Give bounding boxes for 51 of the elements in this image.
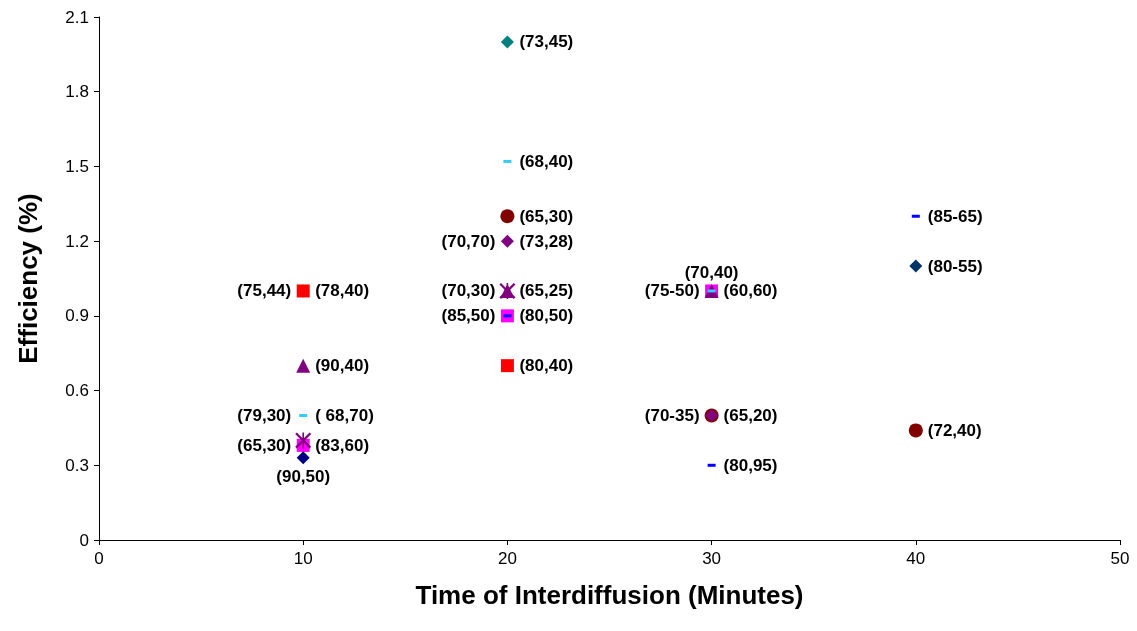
x-tick-label: 40	[906, 549, 926, 568]
y-tick-label: 0.9	[65, 306, 89, 326]
annotation: (90,40)	[315, 356, 370, 376]
point	[296, 358, 311, 373]
annotation: (75,44)	[237, 281, 292, 301]
point	[500, 209, 515, 224]
y-tick-label: 1.2	[65, 231, 89, 251]
x-tick-label: 10	[293, 549, 313, 568]
annotation: (72,40)	[927, 420, 982, 440]
x-tick-label: 30	[702, 549, 722, 568]
x-tick-label: 20	[497, 549, 517, 568]
annotation: (85-65)	[927, 206, 983, 226]
annotation: (80-55)	[927, 256, 983, 276]
y-tick-label: 1.5	[65, 156, 89, 176]
point	[909, 259, 923, 273]
x-tick-label: 0	[94, 549, 104, 568]
y-tick-label: 0	[79, 530, 89, 550]
y-axis-title: Efficiency (%)	[13, 193, 43, 364]
point	[296, 451, 310, 465]
x-tick-label: 50	[1110, 549, 1130, 568]
annotation: (60,60)	[723, 281, 778, 301]
point	[295, 432, 312, 449]
y-tick-label: 1.8	[65, 82, 89, 102]
annotation: (65,25)	[519, 281, 574, 301]
annotation: (65,30)	[237, 435, 292, 455]
annotation: (83,60)	[315, 435, 370, 455]
annotation: (90,50)	[276, 466, 331, 486]
annotation: (73,45)	[519, 32, 574, 52]
annotation: (70,30)	[441, 281, 496, 301]
y-tick-label: 0.3	[65, 455, 89, 475]
point	[500, 35, 514, 49]
annotation: (65,30)	[519, 206, 574, 226]
y-tick-label: 2.1	[65, 7, 89, 27]
annotation: (80,50)	[519, 306, 574, 326]
annotation: (73,28)	[519, 231, 574, 251]
annotation: (70,40)	[684, 262, 739, 282]
annotation: (80,95)	[723, 455, 778, 475]
annotation: (70,70)	[441, 231, 496, 251]
annotation: (75-50)	[644, 281, 700, 301]
annotation: (79,30)	[237, 405, 292, 425]
y-tick-label: 0.6	[65, 381, 89, 401]
annotation: (78,40)	[315, 281, 370, 301]
annotation: (80,40)	[519, 356, 574, 376]
annotation: (68,40)	[519, 151, 574, 171]
point	[908, 423, 923, 438]
annotation: (85,50)	[441, 306, 496, 326]
annotation: (65,20)	[723, 405, 778, 425]
x-axis-title: Time of Interdiffusion (Minutes)	[415, 580, 804, 610]
point	[500, 359, 514, 373]
annotation: ( 68,70)	[315, 405, 374, 425]
annotation: (70-35)	[644, 405, 700, 425]
